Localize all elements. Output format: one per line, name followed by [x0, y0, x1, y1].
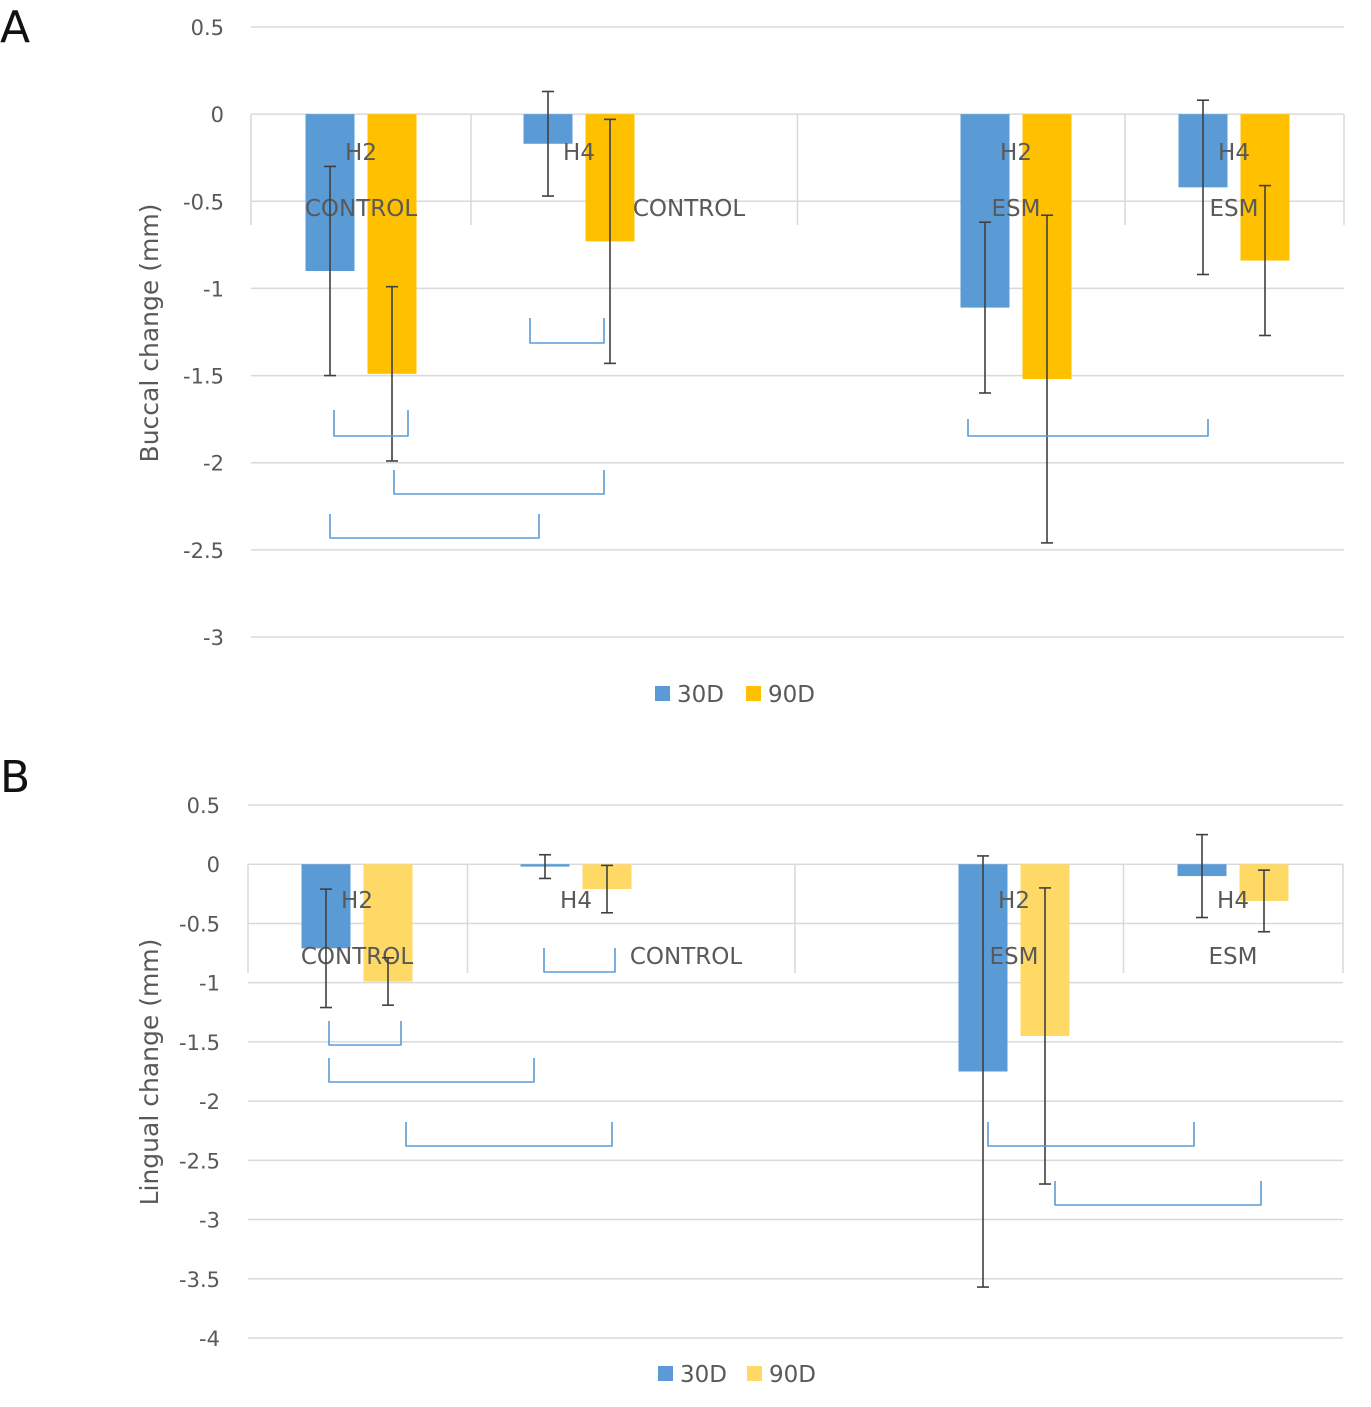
category-separators-b — [247, 864, 1344, 973]
bracket — [393, 470, 605, 495]
category-site-label: H4 — [1217, 888, 1249, 914]
category-site-label: H4 — [563, 140, 595, 166]
legend-label-90d: 90D — [769, 1362, 816, 1388]
y-tick-label: 0.5 — [187, 794, 220, 818]
y-tick-label: -3 — [199, 1209, 220, 1233]
gridlines-a: 0.5 0 -0.5 -1 -1.5 -2 -2.5 -3 — [183, 16, 1344, 650]
category-site-label: H2 — [1000, 140, 1032, 166]
error-bars-b — [320, 833, 1270, 1288]
y-tick-label: -2 — [199, 1090, 220, 1114]
error-bar — [1039, 887, 1051, 1185]
error-bar — [1197, 99, 1209, 276]
panel-label-b: B — [0, 752, 30, 803]
error-bars-a — [324, 90, 1271, 544]
legend-swatch-30d — [655, 686, 670, 701]
error-bar — [1258, 869, 1270, 933]
bars-a — [305, 114, 1290, 380]
bracket — [529, 318, 605, 344]
error-bar — [604, 118, 616, 365]
category-site-label: H4 — [1218, 140, 1250, 166]
legend-swatch-90d — [746, 686, 761, 701]
bracket — [543, 948, 616, 973]
category-treatment-label: ESM — [1210, 196, 1259, 222]
error-bar — [542, 90, 554, 197]
y-tick-label: -3.5 — [179, 1268, 220, 1292]
y-tick-label: -0.5 — [179, 912, 220, 936]
y-tick-label: -1 — [199, 972, 220, 996]
y-tick-label: 0 — [207, 853, 220, 877]
error-bar — [324, 165, 336, 377]
y-axis-title-b: Lingual change (mm) — [135, 939, 164, 1206]
category-treatment-label: CONTROL — [633, 196, 746, 222]
bracket — [329, 514, 540, 539]
bracket — [967, 419, 1209, 437]
category-separators-a — [250, 114, 1345, 225]
legend-label-90d: 90D — [768, 682, 815, 708]
y-tick-label: -2.5 — [183, 539, 224, 563]
category-treatment-label: ESM — [990, 944, 1039, 970]
y-tick-label: -2.5 — [179, 1149, 220, 1173]
category-treatment-label: ESM — [992, 196, 1041, 222]
error-bar — [1259, 184, 1271, 337]
bracket — [987, 1122, 1195, 1147]
error-bar — [977, 855, 989, 1288]
category-site-label: H2 — [345, 140, 377, 166]
y-tick-label: 0 — [211, 103, 224, 127]
legend-swatch-30d — [658, 1366, 673, 1381]
error-bar — [1041, 214, 1053, 544]
legend-a: 30D 90D — [655, 682, 815, 708]
category-treatment-label: CONTROL — [305, 196, 418, 222]
bracket — [333, 410, 409, 437]
bracket — [328, 1021, 402, 1046]
y-axis-title-a: Buccal change (mm) — [135, 204, 164, 463]
category-site-label: H2 — [998, 888, 1030, 914]
error-bar — [1196, 833, 1208, 919]
bracket — [1054, 1181, 1262, 1206]
y-tick-label: 0.5 — [191, 16, 224, 40]
y-tick-label: -1.5 — [183, 365, 224, 389]
chart-panel-a: A Buccal change (mm) 0.5 0 -0.5 -1 -1.5 -2 -2.… — [0, 2, 1345, 708]
legend-label-30d: 30D — [677, 682, 724, 708]
category-treatment-label: CONTROL — [630, 944, 743, 970]
bracket — [328, 1058, 535, 1083]
category-site-label: H4 — [560, 888, 592, 914]
significance-brackets-b — [328, 948, 1262, 1206]
category-site-label: H2 — [341, 888, 373, 914]
y-tick-label: -2 — [203, 452, 224, 476]
y-tick-label: -1 — [203, 277, 224, 301]
category-treatment-label: CONTROL — [301, 944, 414, 970]
error-bar — [320, 888, 332, 1009]
error-bar — [979, 221, 991, 394]
panel-label-a: A — [0, 2, 30, 53]
error-bar — [601, 864, 613, 914]
y-tick-label: -1.5 — [179, 1031, 220, 1055]
category-labels-a: H2 CONTROL H4 CONTROL H2 ESM H4 ESM — [305, 140, 1259, 222]
category-treatment-label: ESM — [1209, 944, 1258, 970]
error-bar — [382, 956, 394, 1006]
y-tick-label: -4 — [199, 1327, 220, 1351]
bracket — [405, 1122, 613, 1147]
legend-swatch-90d — [747, 1366, 762, 1381]
error-bar — [539, 853, 551, 880]
error-bar — [386, 285, 398, 462]
category-labels-b: H2 CONTROL H4 CONTROL H2 ESM H4 ESM — [301, 888, 1258, 970]
legend-label-30d: 30D — [680, 1362, 727, 1388]
significance-brackets-a — [329, 318, 1209, 539]
chart-panel-b: B Lingual change (mm) 0.5 0 -0.5 -1 -1.5 -2 -2… — [0, 752, 1344, 1388]
legend-b: 30D 90D — [658, 1362, 816, 1388]
y-tick-label: -0.5 — [183, 190, 224, 214]
gridlines-b: 0.5 0 -0.5 -1 -1.5 -2 -2.5 -3 -3.5 -4 — [179, 794, 1343, 1351]
y-tick-label: -3 — [203, 626, 224, 650]
